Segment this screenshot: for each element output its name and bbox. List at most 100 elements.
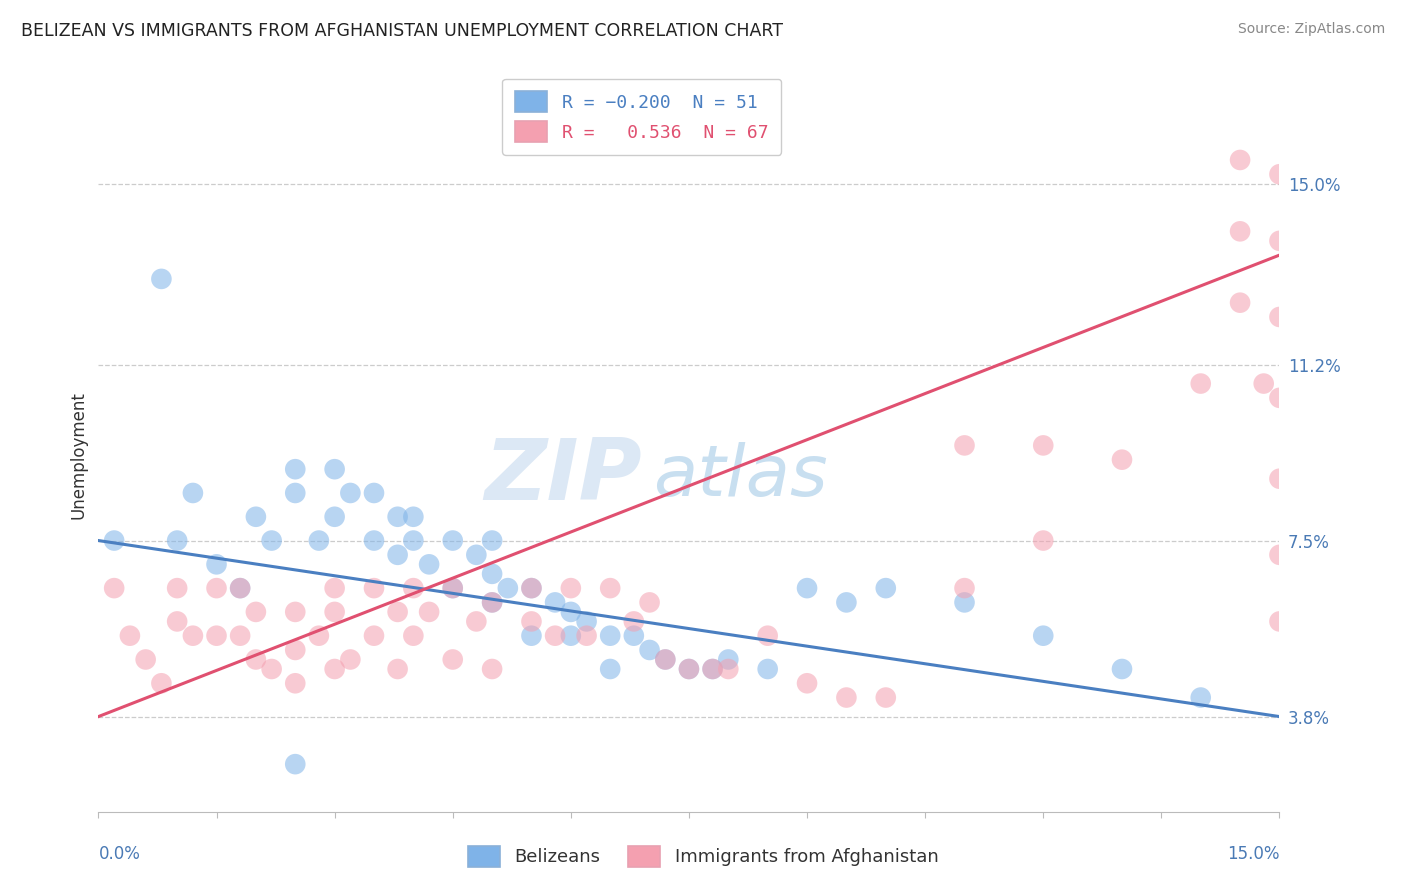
Y-axis label: Unemployment: Unemployment (69, 391, 87, 519)
Point (796, 581, 818, 595)
Point (599, 662, 621, 676)
Point (229, 629, 252, 643)
Point (544, 595, 567, 609)
Point (953, 595, 976, 609)
Point (1032, 438, 1054, 452)
Point (1268, 615, 1291, 629)
Point (520, 581, 543, 595)
Point (481, 566, 503, 581)
Point (481, 595, 503, 609)
Point (284, 486, 307, 500)
Point (496, 581, 519, 595)
Point (323, 462, 346, 476)
Point (323, 662, 346, 676)
Point (835, 690, 858, 705)
Point (387, 662, 409, 676)
Point (717, 662, 740, 676)
Point (323, 581, 346, 595)
Point (339, 486, 361, 500)
Point (323, 605, 346, 619)
Point (678, 662, 700, 676)
Point (875, 581, 897, 595)
Point (441, 581, 464, 595)
Point (308, 533, 330, 548)
Text: ZIP: ZIP (484, 434, 641, 518)
Point (181, 486, 204, 500)
Point (1268, 472, 1291, 486)
Point (1229, 153, 1251, 167)
Point (181, 629, 204, 643)
Point (544, 629, 567, 643)
Point (623, 629, 645, 643)
Point (418, 605, 440, 619)
Point (308, 629, 330, 643)
Point (205, 629, 228, 643)
Point (481, 595, 503, 609)
Point (245, 652, 267, 666)
Point (520, 581, 543, 595)
Point (654, 652, 676, 666)
Point (599, 581, 621, 595)
Point (953, 581, 976, 595)
Point (481, 533, 503, 548)
Point (402, 533, 425, 548)
Text: 15.0%: 15.0% (1227, 845, 1279, 863)
Point (229, 581, 252, 595)
Point (1032, 533, 1054, 548)
Text: atlas: atlas (654, 442, 828, 511)
Point (441, 533, 464, 548)
Point (245, 605, 267, 619)
Point (1268, 167, 1291, 181)
Point (118, 629, 141, 643)
Point (284, 643, 307, 657)
Point (1268, 391, 1291, 405)
Point (638, 643, 661, 657)
Point (654, 652, 676, 666)
Point (284, 676, 307, 690)
Point (441, 652, 464, 666)
Point (953, 438, 976, 452)
Point (575, 629, 598, 643)
Point (166, 533, 188, 548)
Point (717, 652, 740, 666)
Point (205, 558, 228, 572)
Point (796, 676, 818, 690)
Point (520, 629, 543, 643)
Point (465, 548, 488, 562)
Point (150, 676, 173, 690)
Point (520, 615, 543, 629)
Point (560, 605, 582, 619)
Point (103, 581, 125, 595)
Point (702, 662, 724, 676)
Point (229, 581, 252, 595)
Point (756, 629, 779, 643)
Point (284, 605, 307, 619)
Point (1189, 376, 1212, 391)
Legend: Belizeans, Immigrants from Afghanistan: Belizeans, Immigrants from Afghanistan (460, 838, 946, 874)
Point (465, 615, 488, 629)
Point (560, 581, 582, 595)
Point (103, 533, 125, 548)
Point (1229, 295, 1251, 310)
Point (363, 486, 385, 500)
Point (363, 581, 385, 595)
Point (387, 548, 409, 562)
Point (1229, 224, 1251, 238)
Point (1268, 234, 1291, 248)
Point (1111, 452, 1133, 467)
Point (1032, 629, 1054, 643)
Point (678, 662, 700, 676)
Point (323, 509, 346, 524)
Point (623, 615, 645, 629)
Point (1189, 690, 1212, 705)
Point (245, 509, 267, 524)
Point (387, 605, 409, 619)
Point (402, 509, 425, 524)
Point (560, 629, 582, 643)
Point (1111, 662, 1133, 676)
Point (481, 662, 503, 676)
Point (284, 462, 307, 476)
Point (441, 581, 464, 595)
Point (575, 615, 598, 629)
Point (1253, 376, 1275, 391)
